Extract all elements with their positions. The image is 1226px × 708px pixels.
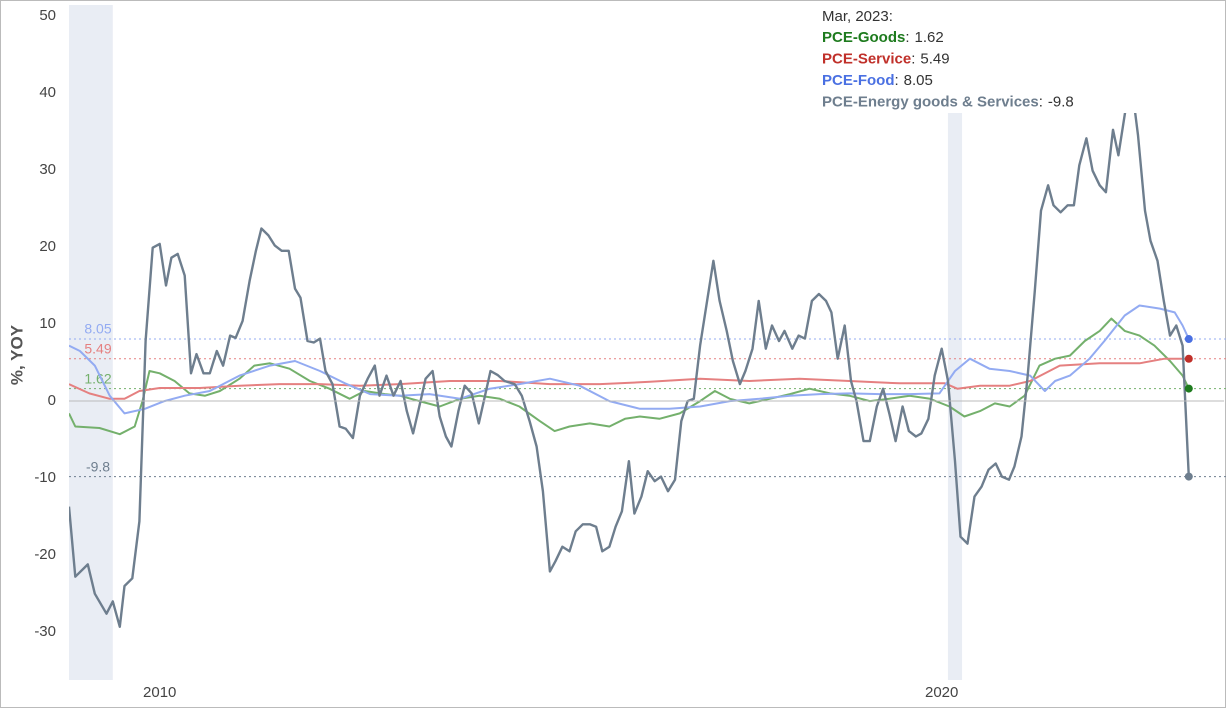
legend-value: -9.8 [1048, 93, 1074, 110]
legend-name: PCE-Energy goods & Services [822, 93, 1039, 110]
legend-name: PCE-Service [822, 50, 911, 67]
y-tick-label: 50 [39, 7, 56, 24]
last-point [1184, 384, 1193, 393]
last-value-label: 5.49 [84, 340, 111, 356]
tooltip-title: Mar, 2023: [822, 8, 893, 25]
tooltip-entry: PCE-Goods:1.62 [822, 29, 944, 46]
tooltip-entry: PCE-Food:8.05 [822, 72, 933, 89]
last-value-label: 1.62 [84, 370, 111, 386]
y-axis-label: %, YOY [7, 324, 26, 385]
y-tick-label: 0 [48, 392, 56, 409]
separator: : [911, 50, 915, 67]
y-tick-label: 40 [39, 84, 56, 101]
last-point [1184, 335, 1193, 344]
separator: : [895, 72, 899, 89]
y-tick-label: 10 [39, 315, 56, 332]
x-tick-label: 2020 [925, 684, 958, 701]
tooltip-entry: PCE-Service:5.49 [822, 50, 950, 67]
legend-value: 8.05 [904, 72, 933, 89]
series-line [69, 83, 1190, 628]
y-tick-label: -10 [34, 469, 56, 486]
legend-value: 1.62 [915, 29, 944, 46]
last-point [1184, 472, 1193, 481]
last-point [1184, 354, 1193, 363]
series-line [69, 317, 1190, 436]
y-tick-label: -30 [34, 623, 56, 640]
tooltip-box [815, 5, 1145, 113]
y-tick-label: 20 [39, 238, 56, 255]
separator: : [1039, 93, 1043, 110]
last-value-label: -9.8 [86, 458, 110, 474]
last-value-label: 8.05 [84, 321, 111, 337]
x-tick-label: 2010 [143, 684, 176, 701]
legend-name: PCE-Food [822, 72, 895, 89]
y-tick-label: -20 [34, 546, 56, 563]
y-tick-label: 30 [39, 161, 56, 178]
shaded-period [69, 5, 113, 680]
legend-name: PCE-Goods [822, 29, 905, 46]
separator: : [905, 29, 909, 46]
legend-value: 5.49 [920, 50, 949, 67]
tooltip-entry: PCE-Energy goods & Services: -9.8 [822, 93, 1074, 110]
